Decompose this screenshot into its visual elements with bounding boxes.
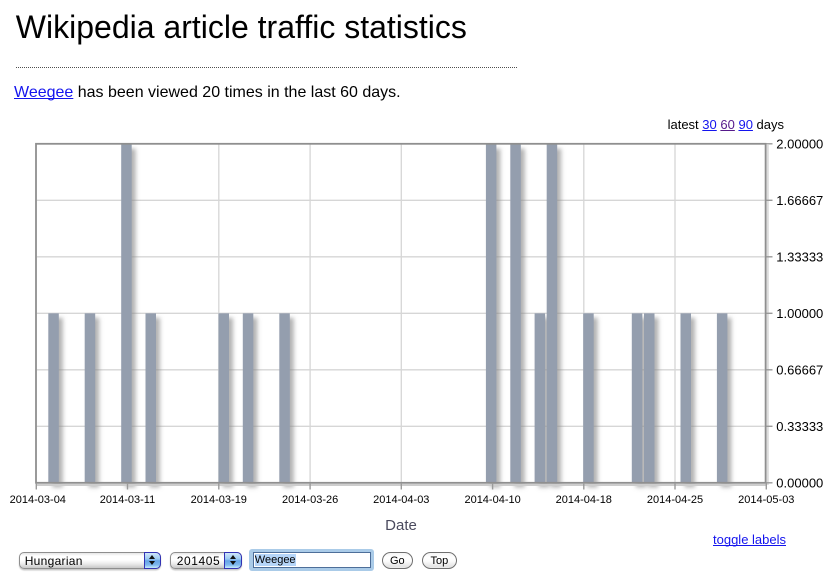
- svg-text:1.66667: 1.66667: [776, 193, 823, 208]
- svg-text:2014-04-03: 2014-04-03: [373, 494, 429, 506]
- svg-text:Date: Date: [385, 517, 417, 534]
- svg-text:2014-03-19: 2014-03-19: [191, 494, 247, 506]
- svg-text:2014-03-04: 2014-03-04: [10, 494, 66, 506]
- svg-text:2014-03-11: 2014-03-11: [100, 494, 155, 506]
- svg-text:2014-03-26: 2014-03-26: [282, 494, 338, 506]
- svg-text:1.00000: 1.00000: [776, 306, 823, 321]
- svg-text:2.00000: 2.00000: [776, 136, 823, 151]
- svg-text:2014-04-25: 2014-04-25: [647, 494, 703, 506]
- svg-text:0.00000: 0.00000: [776, 475, 823, 490]
- svg-text:1.33333: 1.33333: [776, 249, 823, 264]
- svg-text:2014-04-18: 2014-04-18: [556, 494, 612, 506]
- svg-text:0.66667: 0.66667: [776, 362, 823, 377]
- svg-text:2014-04-10: 2014-04-10: [464, 494, 520, 506]
- svg-text:0.33333: 0.33333: [776, 419, 823, 434]
- svg-text:2014-05-03: 2014-05-03: [738, 494, 794, 506]
